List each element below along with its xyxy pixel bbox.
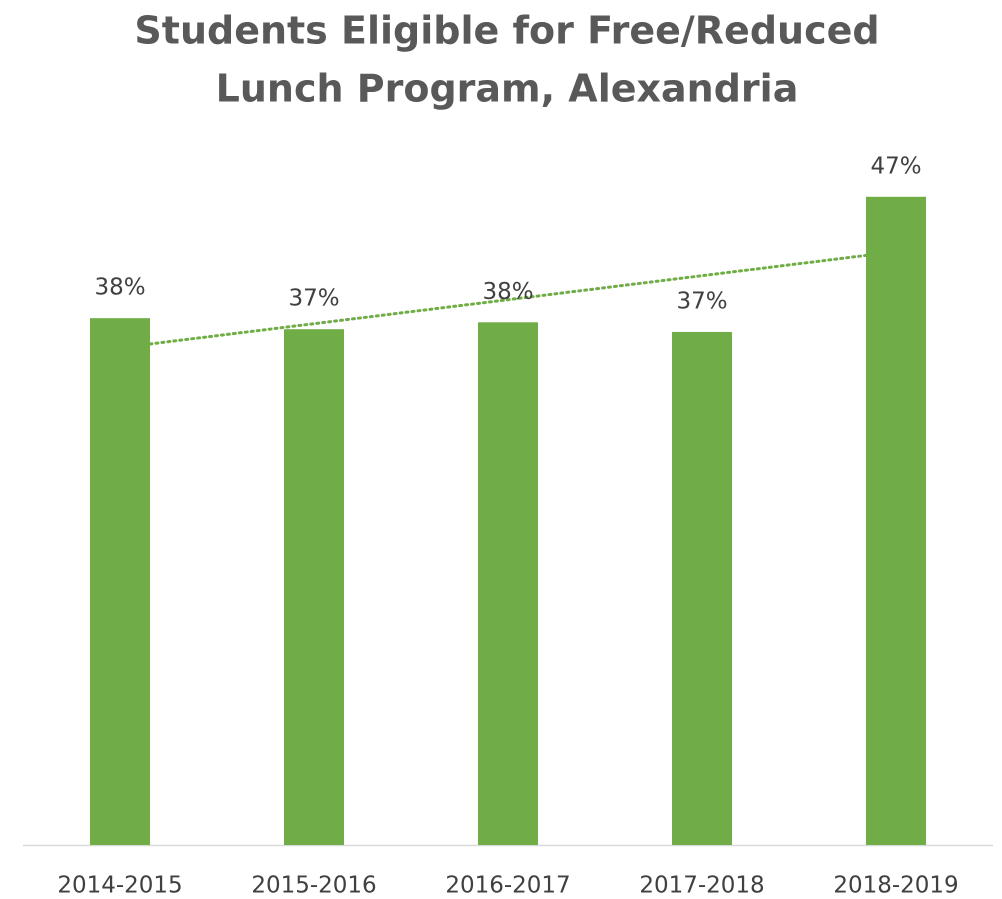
chart-title: Students Eligible for Free/Reduced <box>134 9 879 53</box>
x-tick-label: 2017-2018 <box>639 873 764 899</box>
data-label: 37% <box>676 288 727 314</box>
data-label: 47% <box>870 153 921 179</box>
bar <box>672 331 732 845</box>
data-label: 37% <box>288 286 339 312</box>
chart-title: Lunch Program, Alexandria <box>216 67 799 111</box>
bar <box>478 322 538 845</box>
bar <box>90 318 150 845</box>
bar <box>866 196 926 845</box>
x-tick-label: 2014-2015 <box>57 873 182 899</box>
data-label: 38% <box>94 275 145 301</box>
trendline <box>148 253 868 346</box>
x-tick-label: 2015-2016 <box>251 873 376 899</box>
bar <box>284 329 344 846</box>
x-tick-label: 2018-2019 <box>833 873 958 899</box>
data-label: 38% <box>482 279 533 305</box>
x-tick-label: 2016-2017 <box>445 873 570 899</box>
